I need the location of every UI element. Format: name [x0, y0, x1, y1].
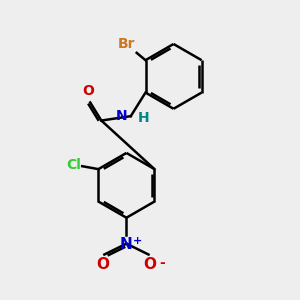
Text: O: O [96, 257, 110, 272]
Text: H: H [138, 111, 150, 124]
Text: -: - [160, 256, 166, 270]
Text: O: O [82, 85, 94, 98]
Text: N: N [116, 109, 127, 123]
Text: Cl: Cl [66, 158, 81, 172]
Text: +: + [133, 236, 142, 246]
Text: N: N [120, 237, 133, 252]
Text: O: O [143, 257, 157, 272]
Text: Br: Br [118, 38, 135, 51]
